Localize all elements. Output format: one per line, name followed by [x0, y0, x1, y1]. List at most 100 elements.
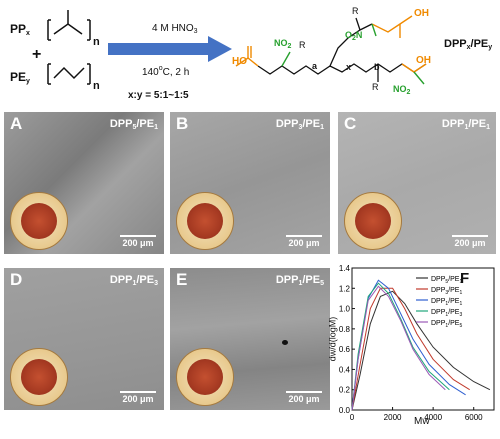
right-top-acid — [371, 15, 413, 33]
label-x: x — [346, 62, 352, 72]
r-bot-label: R — [372, 82, 379, 92]
pe-subscript: y — [26, 78, 30, 85]
scale-bar: 200 μm — [120, 235, 156, 248]
panel-label-sub2: 3 — [154, 280, 158, 287]
reagent-subscript: 3 — [193, 28, 198, 35]
logo-center — [187, 359, 223, 395]
panel-label: DPP5/PE1 — [110, 118, 158, 131]
left-no2-label: NO2 — [274, 38, 291, 50]
y-tick-label: 1.2 — [339, 284, 351, 293]
scale-bar-line — [286, 235, 322, 237]
pe-backbone — [53, 66, 85, 80]
chart-axes: 0.0 0.2 0.4 0.6 0.8 1.0 1.2 1.4 0 2000 4000 6000 — [339, 264, 495, 422]
scale-bar-text: 200 μm — [122, 394, 154, 404]
panel-label-base: DPP — [109, 274, 133, 286]
university-logo — [10, 348, 68, 406]
panel-label-base: DPP — [109, 118, 133, 130]
y-tick-label: 1.0 — [339, 305, 351, 314]
series-line — [351, 287, 470, 411]
reaction-scheme: PPx + PEy n n 4 M HNO3 140oC, 2 h x:y = … — [0, 0, 500, 106]
panel-letter: C — [344, 114, 357, 133]
temp-value: 140 — [142, 67, 159, 78]
scale-bar: 200 μm — [120, 391, 156, 404]
condition-label: 140oC, 2 h — [142, 65, 189, 78]
series-line — [351, 285, 446, 411]
y-tick-label: 0.8 — [339, 325, 351, 334]
product-text: DPP — [444, 38, 467, 50]
particle-spot — [282, 340, 288, 345]
university-logo — [344, 192, 402, 250]
legend-label: DPP1/PE5 — [431, 320, 462, 329]
legend-label: DPP3/PE1 — [431, 287, 462, 296]
pp-right-bracket — [87, 19, 91, 41]
panel-label-mid: /PE — [468, 118, 487, 130]
gpc-chart: 0.0 0.2 0.4 0.6 0.8 1.0 1.2 1.4 0 2000 4000 6000 DP… — [339, 264, 495, 422]
mid-nitro-bond — [371, 23, 377, 37]
panel-letter: B — [176, 114, 189, 133]
x-tick-label: 0 — [350, 413, 355, 422]
chart-legend: DPP5/PE1 DPP3/PE1 DPP1/PE1 DPP1/PE3 DPP1/PE5 — [416, 276, 462, 329]
scale-bar-line — [452, 235, 488, 237]
upper-r-bond — [355, 17, 361, 31]
x-tick-label: 4000 — [424, 413, 442, 422]
mid-o-text: O — [345, 30, 353, 40]
pe-repeat-n: n — [93, 80, 100, 92]
pp-backbone — [53, 23, 83, 35]
series-line — [351, 282, 450, 411]
y-tick-label: 1.4 — [339, 264, 351, 273]
series-line — [351, 290, 491, 411]
x-tick-label: 2000 — [384, 413, 402, 422]
panel-label-mid: /PE — [302, 274, 321, 286]
reaction-arrow — [108, 36, 232, 62]
scale-bar-line — [120, 235, 156, 237]
panel-label-base: DPP — [275, 118, 299, 130]
pp-label: PPx — [10, 22, 30, 37]
university-logo — [10, 192, 68, 250]
left-no2-sub: 2 — [287, 43, 292, 50]
scale-bar: 200 μm — [452, 235, 488, 248]
sem-panel-b: B DPP3/PE1 200 μm — [170, 112, 330, 254]
panel-label-mid: /PE — [136, 118, 155, 130]
r-top2-label: R — [299, 40, 306, 50]
pp-text: PP — [10, 22, 27, 36]
panel-letter-f: F — [460, 270, 470, 287]
label-a: a — [312, 61, 318, 71]
x-axis-label: Mw — [414, 416, 430, 427]
mid-no2-label: O2N — [345, 30, 362, 42]
label-b: b — [374, 62, 380, 72]
left-ho-label: HO — [232, 56, 247, 67]
logo-center — [355, 203, 391, 239]
product-sub-x: x — [466, 44, 471, 51]
scale-bar-text: 200 μm — [122, 238, 154, 248]
panel-label-sub1: 1 — [464, 124, 469, 131]
panel-letter: A — [10, 114, 23, 133]
university-logo — [176, 348, 234, 406]
y-tick-label: 0.6 — [339, 345, 351, 354]
panel-letter: E — [176, 270, 188, 289]
temp-rest: C, 2 h — [162, 67, 190, 78]
logo-center — [21, 359, 57, 395]
scale-bar: 200 μm — [286, 235, 322, 248]
right-no2-sub: 2 — [406, 89, 411, 96]
reactant-structures — [47, 10, 91, 85]
legend-label: DPP1/PE1 — [431, 298, 462, 307]
university-logo — [176, 192, 234, 250]
scale-bar-line — [286, 391, 322, 393]
arrow-head — [208, 36, 232, 62]
plot-frame — [351, 267, 495, 411]
pp-subscript: x — [26, 30, 30, 37]
right-nitro-bond — [413, 71, 425, 85]
panel-letter: D — [10, 270, 23, 289]
panel-label-sub2: 1 — [486, 124, 490, 131]
logo-center — [21, 203, 57, 239]
panel-label-mid: /PE — [302, 118, 321, 130]
sem-panel-e: E DPP1/PE5 200 μm — [170, 268, 330, 410]
panel-label: DPP1/PE5 — [276, 274, 324, 287]
panel-label-sub1: 1 — [298, 280, 303, 287]
panel-label-sub2: 5 — [320, 280, 324, 287]
panel-label-sub2: 1 — [154, 124, 158, 131]
panel-label-sub1: 3 — [298, 124, 303, 131]
plus-sign: + — [32, 46, 42, 63]
right-no2-text: NO — [393, 84, 407, 94]
temp-degree: o — [158, 65, 163, 72]
